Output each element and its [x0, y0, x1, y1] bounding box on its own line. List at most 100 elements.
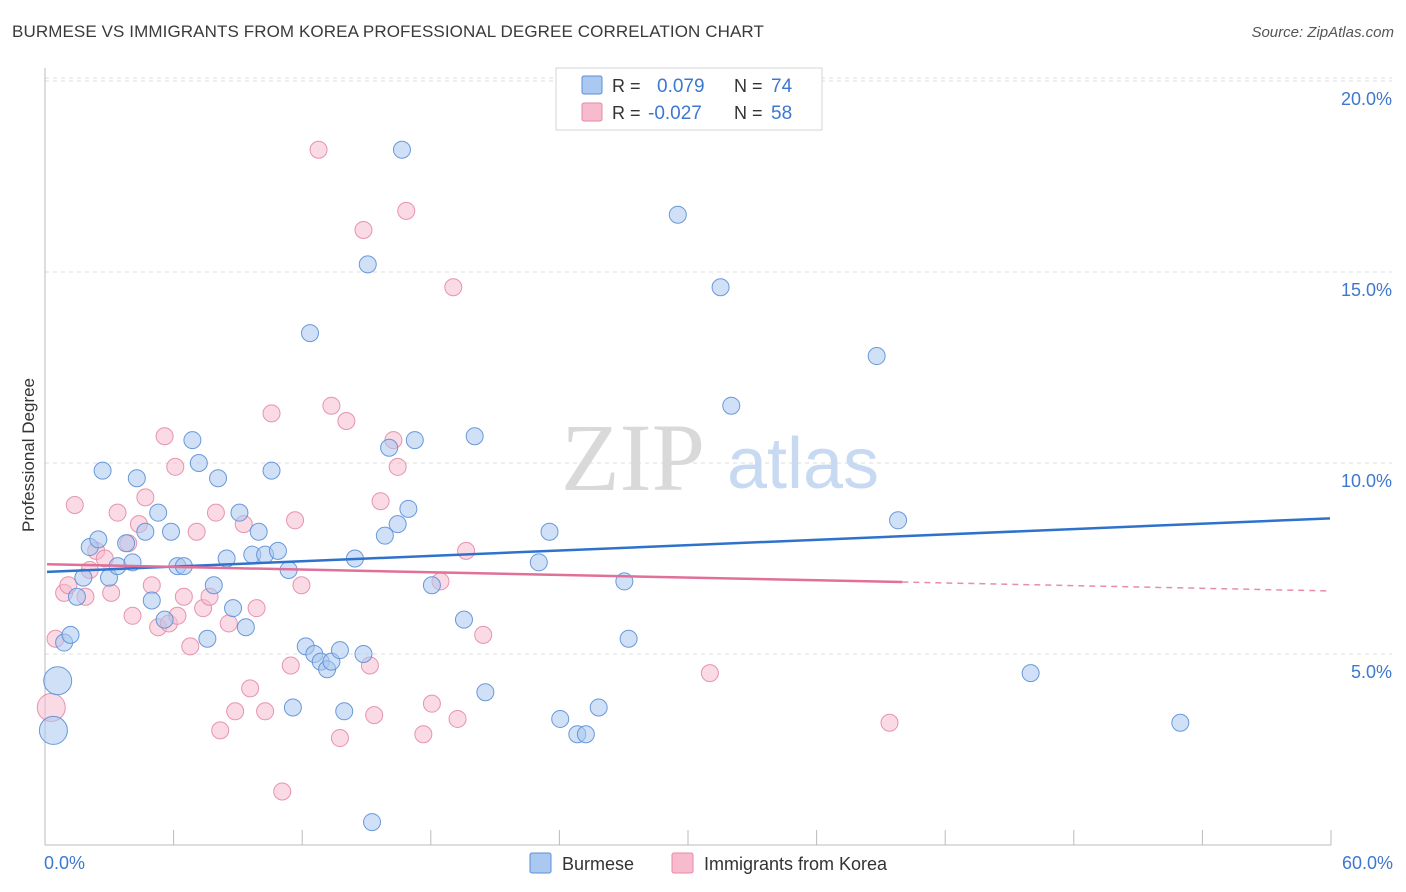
korea-point: [174, 587, 193, 606]
burmese-point: [1171, 713, 1190, 732]
bottom-legend-swatch-korea: [671, 852, 694, 874]
legend-n-value-1: 74: [771, 76, 793, 97]
burmese-point: [262, 461, 281, 480]
burmese-point: [354, 645, 373, 663]
korea-point: [108, 503, 127, 522]
y-tick-label-10: 10.0%: [1341, 471, 1392, 491]
burmese-point: [127, 469, 146, 488]
burmese-point: [149, 503, 168, 522]
burmese-point: [363, 813, 382, 832]
burmese-point: [405, 431, 424, 450]
burmese-point: [301, 324, 320, 343]
burmese-point: [454, 610, 473, 629]
korea-point: [292, 576, 311, 595]
korea-point: [256, 702, 275, 721]
burmese-point: [236, 618, 255, 637]
korea-point: [241, 679, 260, 698]
burmese-point: [551, 709, 570, 728]
burmese-point: [249, 522, 268, 541]
legend-r-value-1: 0.079: [657, 76, 705, 97]
korea-point: [155, 427, 174, 446]
korea-point: [211, 721, 230, 740]
burmese-point: [230, 503, 249, 522]
korea-point: [474, 625, 493, 644]
legend-n-value-2: 58: [771, 103, 792, 124]
burmese-point: [576, 725, 595, 744]
burmese-point: [74, 568, 93, 587]
korea-point: [422, 694, 441, 713]
korea-trend-line: [46, 562, 903, 584]
chart-title: BURMESE VS IMMIGRANTS FROM KOREA PROFESS…: [12, 22, 764, 41]
burmese-point: [155, 610, 174, 629]
korea-point: [142, 576, 161, 595]
korea-point: [457, 541, 476, 560]
burmese-point: [117, 534, 136, 553]
korea-point: [354, 220, 373, 239]
burmese-point: [142, 591, 161, 610]
korea-point: [309, 140, 328, 159]
bottom-legend-label-burmese: Burmese: [562, 854, 634, 874]
y-tick-label-20: 20.0%: [1341, 89, 1392, 109]
burmese-point: [198, 629, 217, 648]
x-tick-label-max: 60.0%: [1342, 853, 1393, 873]
burmese-point: [476, 683, 495, 702]
burmese-point: [183, 431, 202, 450]
burmese-point: [189, 454, 208, 472]
burmese-point: [375, 526, 394, 545]
korea-point: [219, 614, 238, 633]
korea-point: [365, 706, 384, 725]
korea-point: [330, 729, 349, 748]
points-layer: [36, 140, 1190, 832]
korea-point: [337, 411, 356, 430]
korea-point: [281, 656, 300, 675]
legend-r-value-2: -0.027: [648, 103, 702, 124]
trend-layer: [46, 517, 1331, 592]
burmese-point: [209, 469, 228, 488]
korea-trend-extension: [902, 581, 1331, 592]
burmese-point: [589, 698, 608, 717]
burmese-point: [867, 347, 886, 366]
burmese-point: [61, 625, 80, 644]
burmese-point: [283, 698, 302, 717]
korea-point: [880, 713, 899, 732]
legend-r-label-2: R =: [612, 103, 641, 123]
burmese-point: [224, 599, 243, 618]
burmese-point: [38, 715, 68, 745]
legend-swatch-burmese: [581, 75, 603, 95]
korea-point: [181, 637, 200, 656]
korea-point: [444, 278, 463, 297]
burmese-point: [136, 522, 155, 541]
burmese-point: [711, 278, 730, 297]
korea-point: [102, 583, 121, 602]
burmese-point: [268, 541, 287, 560]
korea-point: [226, 702, 245, 721]
burmese-point: [388, 515, 407, 534]
korea-point: [286, 511, 305, 530]
bottom-legend-label-korea: Immigrants from Korea: [704, 854, 888, 874]
x-tick-label-min: 0.0%: [44, 853, 85, 873]
korea-point: [166, 457, 185, 476]
korea-point: [247, 599, 266, 618]
watermark-zip: ZIP: [561, 404, 705, 511]
korea-point: [371, 492, 390, 511]
korea-point: [388, 457, 407, 476]
korea-point: [136, 488, 155, 507]
legend-n-label-1: N =: [734, 76, 763, 96]
legend-swatch-korea: [581, 102, 603, 122]
burmese-point: [67, 587, 86, 606]
y-axis-label: Professional Degree: [19, 378, 38, 532]
y-tick-label-5: 5.0%: [1351, 662, 1392, 682]
burmese-point: [889, 511, 908, 530]
burmese-point: [668, 205, 687, 224]
watermark-atlas: atlas: [727, 424, 879, 504]
korea-point: [262, 404, 281, 423]
burmese-point: [162, 522, 181, 541]
burmese-point: [43, 666, 73, 696]
burmese-point: [619, 629, 638, 648]
korea-point: [123, 606, 142, 625]
burmese-point: [465, 427, 484, 446]
korea-point: [273, 782, 292, 801]
korea-point: [414, 725, 433, 744]
burmese-point: [392, 140, 411, 159]
